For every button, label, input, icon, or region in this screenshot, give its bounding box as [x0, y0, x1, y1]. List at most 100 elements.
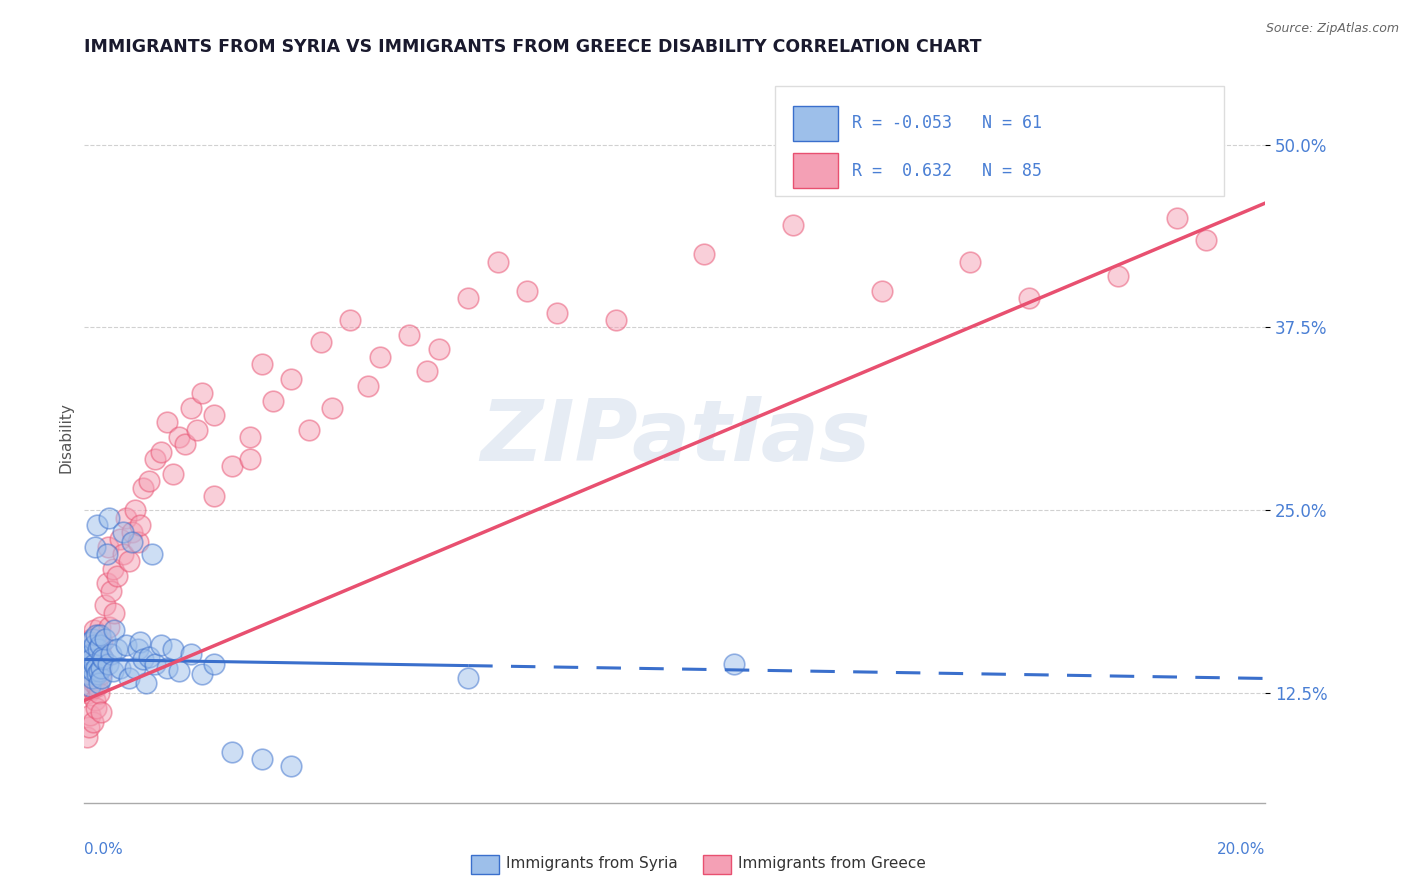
FancyBboxPatch shape	[775, 86, 1225, 195]
Point	[782, 218, 804, 232]
Point	[80, 647, 103, 661]
Point	[121, 535, 143, 549]
Point	[101, 664, 124, 678]
Point	[100, 583, 122, 598]
Point	[105, 642, 128, 657]
Point	[79, 708, 101, 723]
Point	[605, 313, 627, 327]
Point	[156, 416, 179, 430]
Point	[180, 401, 202, 415]
Point	[167, 430, 190, 444]
Point	[82, 664, 104, 678]
Text: R = -0.053   N = 61: R = -0.053 N = 61	[852, 114, 1042, 132]
Point	[76, 649, 98, 664]
Point	[150, 638, 173, 652]
Point	[83, 623, 105, 637]
Point	[191, 667, 214, 681]
Point	[114, 638, 136, 652]
Point	[368, 350, 391, 364]
Point	[132, 652, 155, 666]
Point	[1166, 211, 1188, 225]
Point	[90, 667, 112, 681]
Point	[91, 635, 114, 649]
Point	[138, 649, 160, 664]
Point	[91, 649, 114, 664]
Point	[89, 627, 111, 641]
Point	[79, 642, 101, 657]
Point	[86, 517, 108, 532]
Point	[1195, 233, 1218, 247]
Point	[723, 657, 745, 671]
Point	[90, 705, 112, 719]
Point	[87, 686, 111, 700]
Point	[280, 759, 302, 773]
Point	[83, 676, 105, 690]
Point	[84, 700, 107, 714]
Point	[82, 632, 104, 646]
Point	[97, 657, 120, 671]
Text: 0.0%: 0.0%	[84, 842, 124, 856]
Point	[86, 638, 108, 652]
Point	[84, 661, 107, 675]
Point	[127, 642, 149, 657]
Point	[250, 752, 273, 766]
Point	[79, 635, 101, 649]
Point	[239, 430, 262, 444]
Point	[416, 364, 439, 378]
Point	[111, 547, 134, 561]
Point	[162, 467, 184, 481]
Point	[84, 540, 107, 554]
Point	[89, 642, 111, 657]
Point	[191, 386, 214, 401]
Point	[298, 423, 321, 437]
Point	[77, 664, 100, 678]
Point	[77, 642, 100, 657]
Point	[90, 661, 112, 675]
Point	[221, 459, 243, 474]
Point	[90, 672, 112, 686]
Point	[180, 647, 202, 661]
Point	[97, 540, 120, 554]
Point	[77, 661, 100, 675]
Point	[108, 661, 131, 675]
Point	[103, 623, 125, 637]
Point	[77, 686, 100, 700]
Point	[82, 715, 104, 730]
Text: Immigrants from Greece: Immigrants from Greece	[738, 856, 927, 871]
Text: Source: ZipAtlas.com: Source: ZipAtlas.com	[1265, 22, 1399, 36]
Point	[1018, 291, 1040, 305]
Point	[94, 632, 117, 646]
Point	[111, 525, 134, 540]
Point	[135, 676, 157, 690]
Point	[86, 667, 108, 681]
Point	[156, 661, 179, 675]
Point	[87, 676, 111, 690]
Point	[77, 657, 100, 671]
Point	[357, 379, 380, 393]
Point	[309, 334, 332, 349]
Point	[150, 444, 173, 458]
Point	[91, 652, 114, 666]
Point	[77, 667, 100, 681]
Point	[138, 474, 160, 488]
Point	[84, 693, 107, 707]
Point	[129, 517, 152, 532]
Point	[127, 535, 149, 549]
Point	[870, 284, 893, 298]
Point	[221, 745, 243, 759]
Point	[486, 254, 509, 268]
Point	[80, 657, 103, 671]
Point	[96, 547, 118, 561]
Point	[141, 547, 163, 561]
Point	[457, 291, 479, 305]
Point	[132, 481, 155, 495]
Text: IMMIGRANTS FROM SYRIA VS IMMIGRANTS FROM GREECE DISABILITY CORRELATION CHART: IMMIGRANTS FROM SYRIA VS IMMIGRANTS FROM…	[84, 38, 981, 56]
Point	[250, 357, 273, 371]
Point	[162, 642, 184, 657]
Point	[87, 664, 110, 678]
Point	[94, 599, 117, 613]
Point	[87, 642, 110, 657]
Point	[98, 510, 121, 524]
Point	[80, 681, 103, 696]
Point	[959, 254, 981, 268]
